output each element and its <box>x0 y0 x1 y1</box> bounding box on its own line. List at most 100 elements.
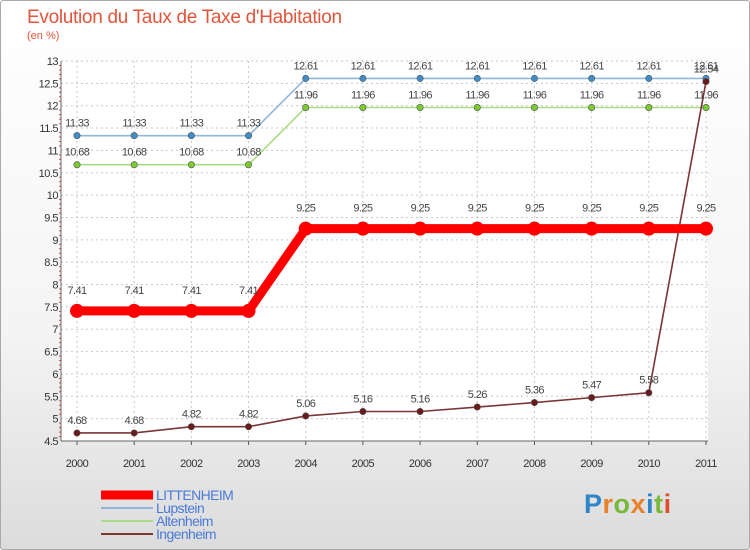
data-point-littenheim <box>184 303 199 318</box>
x-tick-label: 2011 <box>695 458 717 470</box>
y-tick-label: 4.5 <box>44 436 58 448</box>
data-label-littenheim: 9.25 <box>525 203 544 215</box>
data-point-littenheim <box>641 221 656 236</box>
y-tick-label: 10.5 <box>39 168 59 180</box>
data-point-ingenheim <box>187 423 195 431</box>
data-label-littenheim: 9.25 <box>296 203 315 215</box>
y-tick-label: 5.5 <box>44 391 58 403</box>
data-point-lupstein <box>73 132 81 140</box>
data-point-altenheim <box>530 103 538 111</box>
data-label-ingenheim: 5.36 <box>525 385 544 397</box>
x-tick-label: 2006 <box>409 458 432 470</box>
x-tick-label: 2004 <box>294 458 317 470</box>
data-point-ingenheim <box>588 394 596 402</box>
data-label-lupstein: 11.33 <box>122 118 146 130</box>
data-label-altenheim: 11.96 <box>294 89 318 101</box>
data-point-ingenheim <box>302 412 310 420</box>
data-point-altenheim <box>645 103 653 111</box>
data-label-ingenheim: 4.68 <box>67 415 86 427</box>
data-point-lupstein <box>530 74 538 82</box>
data-label-altenheim: 10.68 <box>179 147 204 159</box>
data-label-ingenheim: 5.06 <box>296 398 315 410</box>
data-label-lupstein: 11.33 <box>237 118 261 130</box>
x-tick-label: 2009 <box>580 458 603 470</box>
data-point-lupstein <box>302 74 310 82</box>
data-point-altenheim <box>245 161 253 169</box>
data-label-ingenheim: 12.54 <box>694 64 719 76</box>
data-point-littenheim <box>413 221 428 236</box>
data-point-lupstein <box>473 74 481 82</box>
data-label-lupstein: 12.61 <box>351 60 376 72</box>
y-tick-label: 7.5 <box>44 302 58 314</box>
data-label-altenheim: 11.96 <box>637 89 661 101</box>
data-point-littenheim <box>355 221 370 236</box>
data-point-littenheim <box>699 221 713 236</box>
y-tick-label: 11 <box>48 145 59 157</box>
data-label-altenheim: 10.68 <box>236 147 261 159</box>
data-point-lupstein <box>416 74 424 82</box>
data-label-altenheim: 11.96 <box>580 89 604 101</box>
data-point-ingenheim <box>645 389 653 397</box>
data-point-littenheim <box>527 221 542 236</box>
logo-letter: t <box>654 489 664 519</box>
data-point-littenheim <box>70 303 84 318</box>
y-tick-label: 11.5 <box>39 123 58 135</box>
data-point-altenheim <box>588 103 596 111</box>
series-line-littenheim <box>72 224 711 316</box>
plot-area <box>61 61 708 441</box>
data-label-lupstein: 12.61 <box>408 60 433 72</box>
legend-label-altenheim: Altenheim <box>156 513 213 529</box>
y-tick-label: 10 <box>47 190 59 202</box>
data-label-littenheim: 9.25 <box>468 203 487 215</box>
data-label-littenheim: 9.25 <box>696 203 715 215</box>
y-tick-label: 8.5 <box>44 257 58 269</box>
data-label-littenheim: 7.41 <box>182 285 201 297</box>
data-label-littenheim: 9.25 <box>353 203 372 215</box>
y-tick-label: 13 <box>47 56 59 68</box>
data-label-lupstein: 12.61 <box>293 60 318 72</box>
data-label-lupstein: 12.61 <box>465 60 490 72</box>
x-tick-label: 2008 <box>523 458 546 470</box>
logo-letter: x <box>630 489 647 519</box>
data-point-altenheim <box>187 161 195 169</box>
data-label-ingenheim: 5.16 <box>411 393 430 405</box>
data-point-altenheim <box>702 103 710 111</box>
logo-letter: o <box>613 489 631 519</box>
data-label-altenheim: 10.68 <box>65 147 90 159</box>
logo-letter: i <box>663 489 672 519</box>
data-point-ingenheim <box>473 403 481 411</box>
series-line-altenheim <box>76 106 707 166</box>
data-point-littenheim <box>241 303 256 318</box>
data-label-ingenheim: 5.26 <box>468 389 487 401</box>
y-tick-label: 12.5 <box>39 78 59 90</box>
data-label-lupstein: 12.61 <box>522 60 547 72</box>
data-point-littenheim <box>127 303 142 318</box>
x-tick-label: 2010 <box>638 458 661 470</box>
data-label-lupstein: 12.61 <box>579 60 604 72</box>
data-point-altenheim <box>416 103 424 111</box>
data-point-altenheim <box>73 161 81 169</box>
data-label-altenheim: 10.68 <box>122 147 147 159</box>
y-tick-label: 7 <box>52 324 58 336</box>
data-point-littenheim <box>470 221 485 236</box>
data-label-altenheim: 11.96 <box>408 89 432 101</box>
legend-label-lupstein: Lupstein <box>156 500 204 516</box>
data-label-littenheim: 7.41 <box>125 285 144 297</box>
data-label-littenheim: 9.25 <box>582 203 601 215</box>
data-label-lupstein: 11.33 <box>180 118 204 130</box>
legend-label-littenheim: LITTENHEIM <box>156 487 233 503</box>
data-point-lupstein <box>130 132 138 140</box>
x-tick-label: 2002 <box>180 458 203 470</box>
data-point-lupstein <box>588 74 596 82</box>
y-tick-label: 6 <box>52 369 58 381</box>
data-point-lupstein <box>187 132 195 140</box>
series-line-ingenheim <box>76 80 707 434</box>
data-point-ingenheim <box>702 78 710 86</box>
data-point-littenheim <box>298 221 313 236</box>
data-point-ingenheim <box>73 429 81 437</box>
x-tick-label: 2007 <box>466 458 489 470</box>
data-label-littenheim: 9.25 <box>411 203 430 215</box>
data-label-littenheim: 9.25 <box>639 203 658 215</box>
x-tick-label: 2005 <box>352 458 375 470</box>
